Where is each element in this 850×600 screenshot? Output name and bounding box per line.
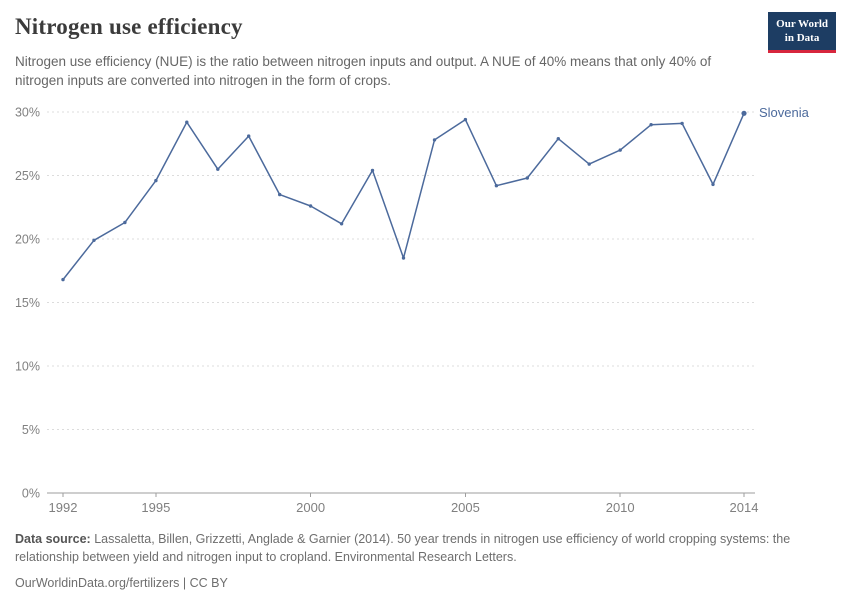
y-axis-tick-label: 30% — [15, 106, 40, 120]
data-source-text: Lassaletta, Billen, Grizzetti, Anglade &… — [15, 532, 791, 565]
data-point — [587, 162, 591, 166]
y-axis-tick-label: 25% — [15, 169, 40, 183]
owid-logo: Our World in Data — [768, 12, 836, 53]
y-axis-tick-label: 20% — [15, 233, 40, 247]
series-label-slovenia: Slovenia — [759, 105, 809, 120]
data-source-label: Data source: — [15, 532, 91, 546]
y-axis-tick-label: 5% — [22, 423, 40, 437]
data-point — [711, 182, 715, 187]
data-point — [154, 178, 158, 183]
data-point — [185, 120, 189, 124]
x-axis-tick-label: 2014 — [730, 500, 759, 515]
data-point — [494, 184, 499, 188]
series-line — [62, 112, 745, 281]
data-point — [216, 167, 220, 171]
data-point — [247, 134, 251, 138]
data-point — [308, 204, 313, 208]
owid-logo-line1: Our World — [776, 18, 828, 30]
data-point — [463, 117, 468, 122]
x-axis-tick-label: 2005 — [451, 500, 480, 515]
owid-citation-link[interactable]: OurWorldinData.org/fertilizers | CC BY — [15, 576, 228, 591]
y-axis-tick-label: 0% — [22, 487, 40, 501]
data-point — [649, 123, 653, 127]
data-point — [432, 138, 437, 142]
x-axis-tick-label: 2010 — [606, 500, 635, 515]
chart-subtitle: Nitrogen use efficiency (NUE) is the rat… — [15, 54, 712, 89]
data-point — [61, 277, 65, 282]
line-chart: 0% 5% 10% 15% 20% 25% 30% 1992 1995 2000 2005 2010 2… — [15, 106, 759, 516]
data-point — [618, 148, 622, 152]
data-point — [741, 110, 747, 116]
x-axis-tick-label: 1992 — [49, 500, 78, 515]
y-axis-tick-label: 15% — [15, 296, 40, 310]
data-point — [92, 238, 96, 242]
data-point — [525, 176, 529, 180]
data-source-note: Data source: Lassaletta, Billen, Grizzet… — [15, 530, 823, 566]
data-point — [556, 137, 560, 141]
data-point — [370, 168, 375, 173]
data-point — [339, 222, 344, 226]
data-point — [123, 220, 127, 225]
chart-footer: Data source: Lassaletta, Billen, Grizzet… — [15, 530, 823, 592]
x-axis-tick-label: 1995 — [141, 500, 170, 515]
y-axis-tick-label: 10% — [15, 360, 40, 374]
data-point — [278, 192, 282, 197]
data-point — [401, 256, 406, 260]
owid-logo-line2: in Data — [784, 32, 820, 45]
x-axis-tick-label: 2000 — [296, 500, 325, 515]
page-title: Nitrogen use efficiency — [15, 14, 243, 39]
data-point — [680, 121, 684, 126]
